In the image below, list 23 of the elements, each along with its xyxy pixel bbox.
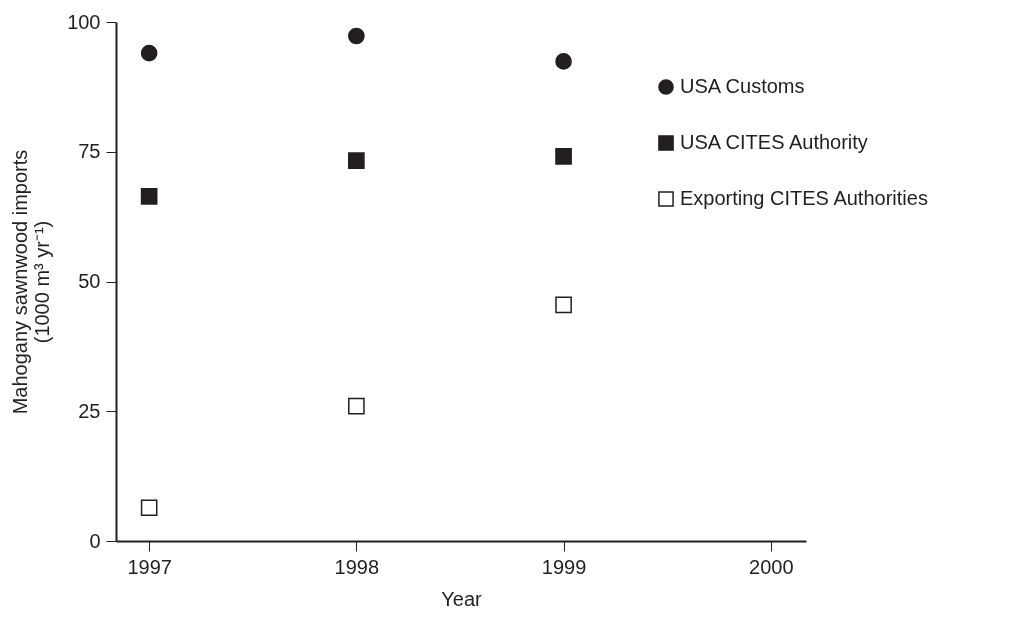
x-tick-label: 1998 xyxy=(334,555,380,578)
y-tick-label: 25 xyxy=(78,399,101,422)
x-tick-label: 2000 xyxy=(749,555,794,578)
legend-label: Exporting CITES Authorities xyxy=(680,187,928,209)
point xyxy=(348,152,365,169)
point xyxy=(140,499,158,517)
x-tick-label: 1997 xyxy=(127,555,172,578)
point xyxy=(348,397,365,415)
y-axis-title: Mahogany sawnwood imports (1000 m³ yr⁻¹) xyxy=(9,149,54,415)
legend-label: USA Customs xyxy=(680,75,805,97)
y-tick-label: 75 xyxy=(78,140,101,163)
y-tick-label: 100 xyxy=(67,10,101,33)
y-tick-label: 0 xyxy=(89,529,101,552)
x-axis-title: Year xyxy=(441,587,483,610)
point xyxy=(140,188,158,205)
point xyxy=(555,296,572,314)
y-tick-label: 50 xyxy=(78,270,101,292)
x-tick-label: 1999 xyxy=(541,555,587,578)
point xyxy=(555,148,572,165)
legend-label: USA CITES Authority xyxy=(680,131,868,153)
point xyxy=(348,27,365,45)
point xyxy=(140,44,158,62)
point xyxy=(555,53,572,70)
